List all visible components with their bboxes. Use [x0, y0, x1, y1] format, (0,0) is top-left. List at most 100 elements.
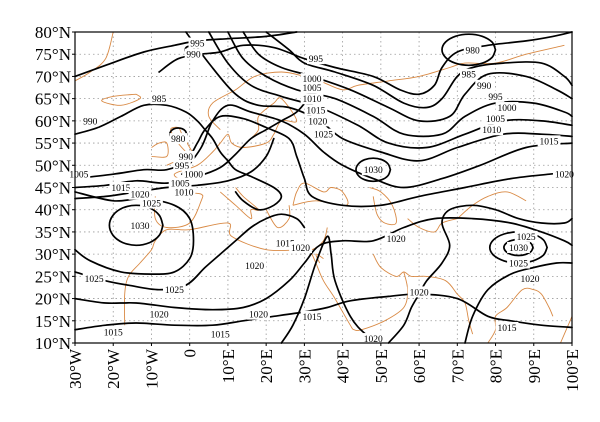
- isobar-value-label: 985: [152, 95, 167, 105]
- isobar-line: [74, 31, 298, 78]
- isobar-label-background: [514, 230, 538, 242]
- isobar-value-label: 1020: [555, 171, 574, 181]
- isobar-line: [74, 103, 283, 211]
- isobar-line: [74, 293, 573, 331]
- isobar-label-background: [475, 79, 493, 91]
- coastline-segment: [292, 182, 349, 206]
- isobar-label-background: [168, 177, 192, 189]
- isobar-line: [74, 216, 573, 311]
- isobar-value-label: 1000: [498, 104, 517, 114]
- coastline-segment: [207, 44, 565, 131]
- coastline-segment: [407, 218, 458, 233]
- isobar-label-background: [188, 37, 207, 49]
- isobar-value-label: 1020: [291, 244, 310, 254]
- isobar-value-label: 980: [465, 46, 480, 56]
- isobar-value-label: 1005: [171, 180, 190, 190]
- isobar-value-label: 995: [488, 93, 503, 103]
- longitude-axis: 30°W 20°W 10°W 0 10°E 20°E 30°E 40°E 50°E 60°E 70°…: [66, 343, 582, 392]
- lon-tick-label: 90°E: [525, 349, 544, 383]
- isobar-value-label: 995: [309, 55, 324, 65]
- isobar-line: [74, 114, 573, 208]
- isobar-label-background: [173, 159, 191, 171]
- isobar-label-background: [300, 73, 324, 85]
- isobar-label-background: [361, 333, 385, 345]
- isobar-label-background: [177, 150, 195, 162]
- isobar-label-background: [128, 188, 152, 200]
- isobar-value-label: 1020: [308, 117, 327, 127]
- isobar-label-background: [552, 168, 576, 180]
- isobar-label-background: [184, 48, 203, 60]
- coastline-segment: [154, 97, 298, 229]
- lat-tick-label: 60°N: [35, 112, 71, 131]
- isobar-line: [464, 261, 573, 344]
- isobar-value-label: 990: [186, 51, 201, 61]
- isobar-label-background: [306, 115, 330, 127]
- lat-tick-label: 75°N: [35, 45, 71, 64]
- lat-tick-label: 50°N: [35, 156, 71, 175]
- lon-tick-label: 70°E: [448, 349, 467, 383]
- isobar-line: [355, 157, 392, 183]
- isobar-value-label: 995: [175, 162, 190, 172]
- lat-tick-label: 35°N: [35, 223, 71, 242]
- isobar-label-background: [172, 186, 196, 198]
- isobar-value-label: 1000: [303, 75, 322, 85]
- coastline-segment: [315, 253, 324, 264]
- isobar-label-background: [182, 168, 205, 180]
- isobar-value-label: 990: [83, 117, 98, 127]
- isobar-label-background: [140, 197, 163, 209]
- isobar-label-background: [150, 93, 168, 105]
- lat-tick-label: 20°N: [35, 290, 71, 309]
- isobar-value-label: 990: [477, 82, 492, 92]
- isobar-label-background: [507, 241, 530, 253]
- coastline-segment: [265, 205, 291, 229]
- lat-tick-label: 40°N: [35, 201, 71, 220]
- isobar-line: [74, 191, 195, 275]
- isobar-value-label: 1025: [509, 260, 528, 270]
- isobar-line: [242, 31, 573, 123]
- isobar-line: [181, 104, 573, 189]
- lat-tick-label: 15°N: [35, 312, 71, 331]
- lat-tick-label: 55°N: [35, 134, 71, 153]
- lon-tick-label: 0: [181, 349, 200, 358]
- lat-tick-label: 10°N: [35, 334, 71, 353]
- lon-tick-label: 20°W: [104, 348, 123, 389]
- isobar-label-background: [169, 133, 188, 145]
- isobar-value-label: 1025: [517, 233, 536, 243]
- isobar-line: [74, 97, 310, 189]
- isobar-label-background: [486, 90, 505, 102]
- isobar-label-background: [312, 128, 335, 140]
- coastline-segment: [372, 253, 474, 335]
- lat-tick-label: 65°N: [35, 90, 71, 109]
- isobar-value-label: 1015: [211, 331, 230, 341]
- isobar-label-background: [208, 328, 232, 340]
- lon-tick-label: 10°E: [219, 349, 238, 383]
- isobar-label-background: [307, 53, 325, 65]
- coastline-segment: [74, 31, 114, 82]
- isobar-line: [265, 31, 573, 109]
- isobar-label-background: [109, 182, 133, 193]
- isobar-label-background: [82, 273, 106, 285]
- isobar-value-label: 1010: [303, 95, 322, 105]
- isobar-label-background: [300, 93, 324, 105]
- isobar-label-background: [300, 82, 324, 94]
- isobar-line: [227, 31, 573, 138]
- isobar-value-label: 1000: [184, 171, 203, 181]
- isobar-value-label: 990: [179, 153, 194, 163]
- isobar-label-background: [247, 308, 270, 320]
- isobar-label-background: [507, 257, 530, 269]
- isobar-label-background: [128, 219, 152, 231]
- isobar-label-background: [537, 135, 561, 147]
- isobar-value-label: 1015: [540, 137, 559, 147]
- coastline-segment: [219, 187, 260, 220]
- isobar-label-background: [81, 115, 100, 127]
- isobar-value-label: 1030: [509, 244, 528, 254]
- isobar-label-background: [273, 237, 297, 249]
- isobar-label-background: [484, 113, 507, 125]
- isobar-value-label: 1015: [104, 328, 123, 338]
- coastline-segment: [101, 93, 142, 106]
- coastline-segment: [151, 141, 169, 158]
- coastline-segment: [457, 191, 527, 219]
- isobar-label-background: [463, 44, 482, 56]
